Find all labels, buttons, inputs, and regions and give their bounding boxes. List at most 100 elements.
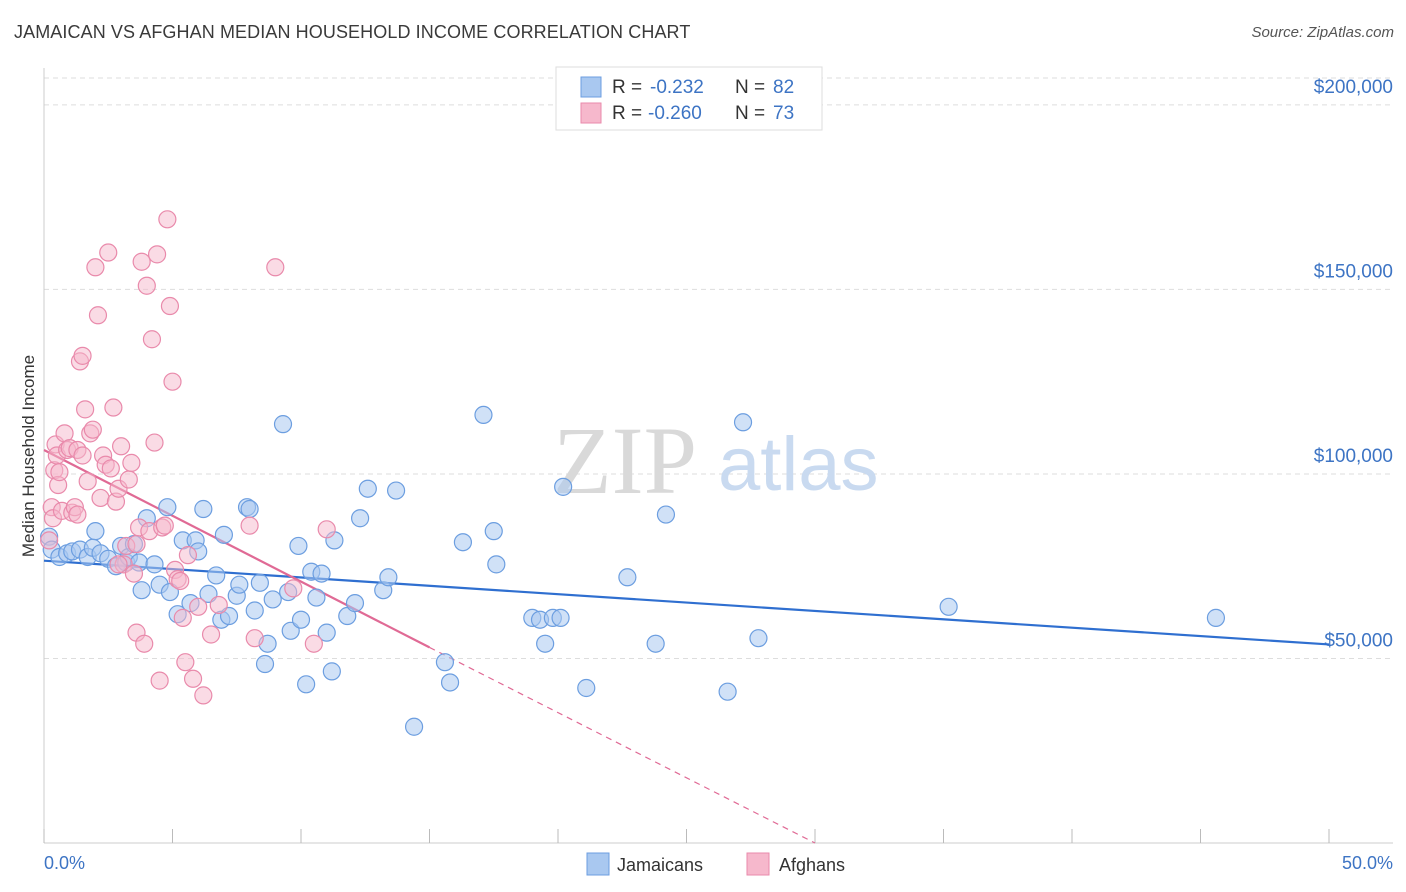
jamaicans-point: [474, 405, 493, 425]
jamaicans-point: [250, 573, 269, 592]
afghans-point: [88, 306, 108, 325]
jamaicans-point: [289, 536, 308, 556]
afghans-trend-extension: [429, 646, 816, 844]
y-tick-label: $50,000: [1324, 630, 1393, 651]
legend-swatch-jamaicans: [580, 76, 602, 98]
bottom-legend-label-afghans: Afghans: [779, 855, 845, 875]
jamaicans-point: [484, 522, 503, 541]
afghans-point: [317, 520, 336, 539]
afghans-point: [124, 564, 144, 583]
afghans-point: [266, 258, 285, 277]
afghans-point: [284, 579, 303, 598]
legend-r-label-afghans: R =: [612, 103, 642, 124]
jamaicans-point: [646, 634, 665, 653]
jamaicans-point: [379, 568, 398, 587]
legend-n-label-jamaicans: N =: [735, 77, 765, 98]
afghans-point: [122, 453, 141, 472]
y-tick-labels: $50,000 $100,000 $150,000 $200,000: [1314, 77, 1393, 652]
jamaicans-point: [240, 499, 259, 519]
jamaicans-point: [749, 629, 768, 648]
afghans-point: [99, 243, 118, 262]
afghans-point: [76, 400, 95, 419]
afghans-point: [109, 555, 128, 574]
watermark-zip: ZIP: [553, 407, 697, 514]
afghans-point: [183, 669, 203, 688]
jamaicans-point: [219, 606, 239, 626]
jamaicans-point: [618, 568, 637, 587]
afghans-point: [145, 433, 164, 452]
jamaicans-point: [281, 621, 300, 640]
bottom-legend-swatch-jamaicans: [586, 852, 610, 876]
jamaicans-point: [322, 662, 341, 681]
y-tick-label: $150,000: [1314, 261, 1393, 282]
jamaicans-point: [551, 608, 570, 627]
legend-r-label-jamaicans: R =: [612, 77, 642, 98]
y-tick-label: $200,000: [1314, 77, 1393, 98]
jamaicans-point: [577, 678, 596, 698]
afghans-point: [73, 446, 92, 465]
jamaicans-point: [345, 594, 365, 613]
jamaicans-point: [1206, 608, 1226, 627]
jamaicans-point: [317, 623, 336, 642]
jamaicans-point: [536, 634, 555, 653]
jamaicans-point: [435, 653, 455, 672]
x-tick-label-min: 0.0%: [44, 853, 85, 873]
afghans-point: [178, 546, 198, 565]
afghans-point: [119, 470, 138, 489]
jamaicans-point: [291, 610, 311, 629]
stats-legend: R = -0.232 N = 82 R = -0.260 N = 73: [555, 66, 823, 131]
jamaicans-point: [273, 415, 293, 434]
jamaicans-point: [207, 566, 226, 585]
jamaicans-point: [733, 413, 753, 432]
source-credit: Source: ZipAtlas.com: [1251, 24, 1394, 41]
jamaicans-point: [145, 555, 164, 574]
afghans-point: [304, 634, 323, 653]
afghans-point: [91, 488, 110, 508]
afghans-point: [147, 245, 167, 264]
afghans-point: [155, 516, 174, 535]
afghans-point: [176, 653, 195, 672]
afghans-point: [173, 608, 192, 627]
jamaicans-point: [194, 499, 213, 519]
x-ticks: [43, 829, 1330, 843]
jamaicans-point: [386, 481, 406, 500]
jamaicans-point: [158, 498, 177, 517]
afghans-point: [83, 420, 102, 439]
jamaicans-point: [230, 575, 249, 594]
jamaicans-points: [40, 405, 1226, 736]
afghans-point: [209, 595, 228, 615]
afghans-point: [132, 252, 151, 271]
afghans-point: [111, 437, 131, 456]
jamaicans-point: [86, 522, 105, 541]
jamaicans-point: [487, 555, 506, 574]
x-tick-label-max: 50.0%: [1342, 853, 1393, 873]
afghans-points: [40, 210, 336, 705]
legend-n-label-afghans: N =: [735, 103, 765, 124]
jamaicans-point: [245, 601, 264, 620]
afghans-point: [163, 372, 182, 391]
afghans-point: [137, 276, 156, 295]
bottom-legend-swatch-afghans: [746, 852, 770, 876]
afghans-point: [201, 625, 221, 644]
jamaicans-point: [358, 479, 377, 498]
jamaicans-point: [440, 673, 460, 692]
jamaicans-point: [656, 505, 676, 524]
afghans-point: [189, 597, 208, 616]
legend-n-value-afghans: 73: [773, 103, 794, 124]
jamaicans-point: [718, 682, 737, 701]
jamaicans-point: [307, 588, 326, 607]
afghans-point: [142, 330, 162, 349]
afghans-point: [40, 531, 59, 550]
afghans-point: [160, 296, 180, 316]
afghans-point: [194, 686, 213, 705]
y-tick-label: $100,000: [1314, 446, 1393, 467]
jamaicans-point: [255, 654, 275, 674]
afghans-point: [78, 472, 97, 491]
bottom-legend-label-jamaicans: Jamaicans: [617, 855, 703, 875]
jamaicans-point: [132, 581, 151, 600]
afghans-point: [86, 258, 105, 277]
jamaicans-point: [351, 509, 370, 528]
afghans-trend-line: [43, 448, 431, 649]
jamaicans-point: [554, 477, 573, 496]
